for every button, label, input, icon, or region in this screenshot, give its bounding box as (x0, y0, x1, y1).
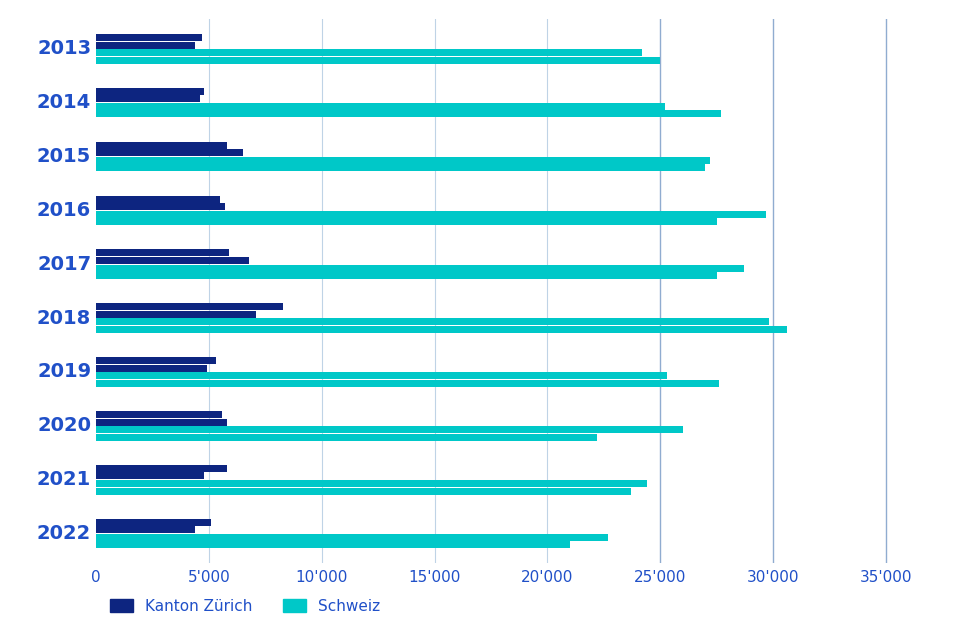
Bar (96, 411, 223, 418)
Bar (96, 103, 665, 110)
Bar (96, 541, 570, 548)
Bar (96, 111, 721, 118)
Bar (96, 196, 220, 203)
Bar (96, 149, 243, 156)
Legend: Kanton Zürich, Schweiz: Kanton Zürich, Schweiz (104, 593, 386, 620)
Bar (96, 365, 206, 372)
Bar (96, 272, 717, 279)
Bar (96, 56, 660, 63)
Bar (96, 34, 203, 41)
Bar (96, 88, 204, 95)
Bar (96, 157, 710, 164)
Bar (96, 357, 216, 364)
Bar (96, 434, 597, 441)
Bar (96, 480, 647, 487)
Bar (96, 211, 766, 218)
Bar (96, 380, 719, 387)
Bar (96, 419, 227, 426)
Bar (96, 534, 609, 541)
Bar (96, 141, 227, 148)
Bar (96, 257, 250, 264)
Bar (96, 203, 225, 210)
Bar (96, 264, 744, 271)
Bar (96, 465, 227, 472)
Bar (96, 42, 195, 49)
Bar (96, 426, 683, 433)
Bar (96, 218, 717, 225)
Bar (96, 311, 256, 318)
Bar (96, 95, 200, 102)
Bar (96, 250, 229, 257)
Bar (96, 472, 204, 479)
Bar (96, 303, 283, 310)
Bar (96, 319, 769, 325)
Bar (96, 519, 211, 526)
Bar (96, 326, 787, 333)
Bar (96, 49, 642, 56)
Bar (96, 526, 195, 533)
Bar (96, 372, 667, 380)
Bar (96, 488, 631, 495)
Bar (96, 164, 706, 172)
